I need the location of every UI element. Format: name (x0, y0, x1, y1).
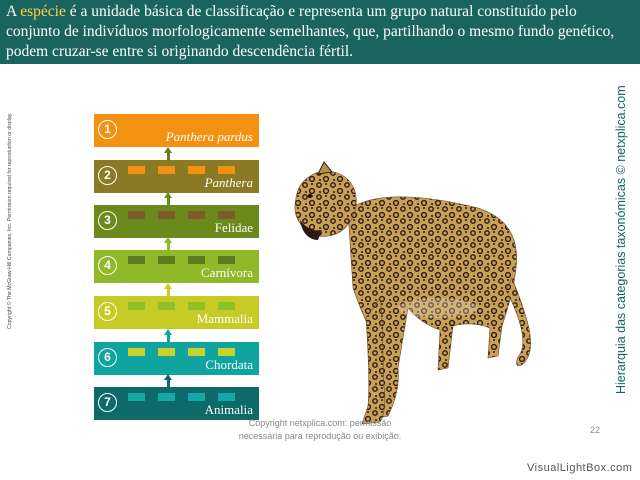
header-banner: A espécie é a unidade básica de classifi… (0, 0, 640, 64)
header-suffix: é a unidade básica de classificação e re… (6, 3, 615, 60)
level-number-badge: 4 (98, 256, 117, 275)
subgroup-marker (218, 211, 235, 219)
level-number-badge: 7 (98, 393, 117, 412)
taxon-label: Panthera (204, 175, 253, 190)
level-number-badge: 2 (98, 166, 117, 185)
taxon-label: Carnívora (201, 265, 253, 280)
subgroup-marker (158, 393, 175, 401)
taxon-level-7: 7 Animalia (94, 387, 259, 420)
leopard-image (294, 161, 531, 425)
subgroup-marker (218, 166, 235, 174)
taxon-label: Animalia (204, 402, 253, 417)
subgroup-marker (158, 348, 175, 356)
level-number-badge: 6 (98, 348, 117, 367)
footer-copyright: Copyright netxplica.com: permissão neces… (190, 417, 450, 443)
subgroup-marker (188, 393, 205, 401)
hierarchy-arrow (164, 283, 172, 297)
taxon-level-1: 1 Panthera pardus (94, 114, 259, 147)
subgroup-marker (218, 256, 235, 264)
subgroup-marker (188, 166, 205, 174)
level-number-badge: 5 (98, 302, 117, 321)
subgroup-marker (128, 166, 145, 174)
hierarchy-arrow (164, 237, 172, 251)
subgroup-marker (128, 393, 145, 401)
level-number-badge: 1 (98, 120, 117, 139)
taxon-label: Chordata (205, 357, 253, 372)
footer-line-2: necessária para reprodução ou exibição. (238, 431, 402, 441)
subgroup-marker (128, 211, 145, 219)
subgroup-marker (188, 348, 205, 356)
hierarchy-arrow (164, 329, 172, 343)
subgroup-marker (128, 302, 145, 310)
watermark: VisualLightBox.com (527, 462, 633, 474)
hierarchy-arrow (164, 192, 172, 206)
species-term: espécie (20, 3, 66, 20)
taxon-level-2: 2 Panthera (94, 160, 259, 193)
page-number: 22 (590, 425, 601, 435)
subgroup-marker (188, 302, 205, 310)
taxon-level-6: 6 Chordata (94, 342, 259, 375)
subgroup-marker (158, 256, 175, 264)
side-copyright: Copyright © The McGraw-Hill Companies, I… (7, 112, 13, 329)
subgroup-marker (158, 302, 175, 310)
subgroup-marker (218, 348, 235, 356)
subgroup-marker (158, 211, 175, 219)
taxon-label: Felidae (214, 220, 253, 235)
subgroup-marker (218, 393, 235, 401)
taxon-label: Panthera pardus (165, 129, 253, 144)
header-prefix: A (6, 3, 21, 20)
subgroup-marker (188, 256, 205, 264)
taxon-label: Mammalia (196, 311, 253, 326)
level-number-badge: 3 (98, 211, 117, 230)
taxon-level-5: 5 Mammalia (94, 296, 259, 329)
subgroup-marker (188, 211, 205, 219)
taxon-level-3: 3 Felidae (94, 205, 259, 238)
subgroup-marker (218, 302, 235, 310)
subgroup-marker (158, 166, 175, 174)
footer-line-1: Copyright netxplica.com: permissão (248, 418, 392, 428)
side-title: Hierarquia das categorias taxonómicas © … (614, 85, 628, 394)
taxon-level-4: 4 Carnívora (94, 250, 259, 283)
species-definition: A espécie é a unidade básica de classifi… (6, 2, 634, 62)
hierarchy-arrow (164, 374, 172, 388)
hierarchy-arrow (164, 147, 172, 161)
subgroup-marker (128, 256, 145, 264)
subgroup-marker (128, 348, 145, 356)
